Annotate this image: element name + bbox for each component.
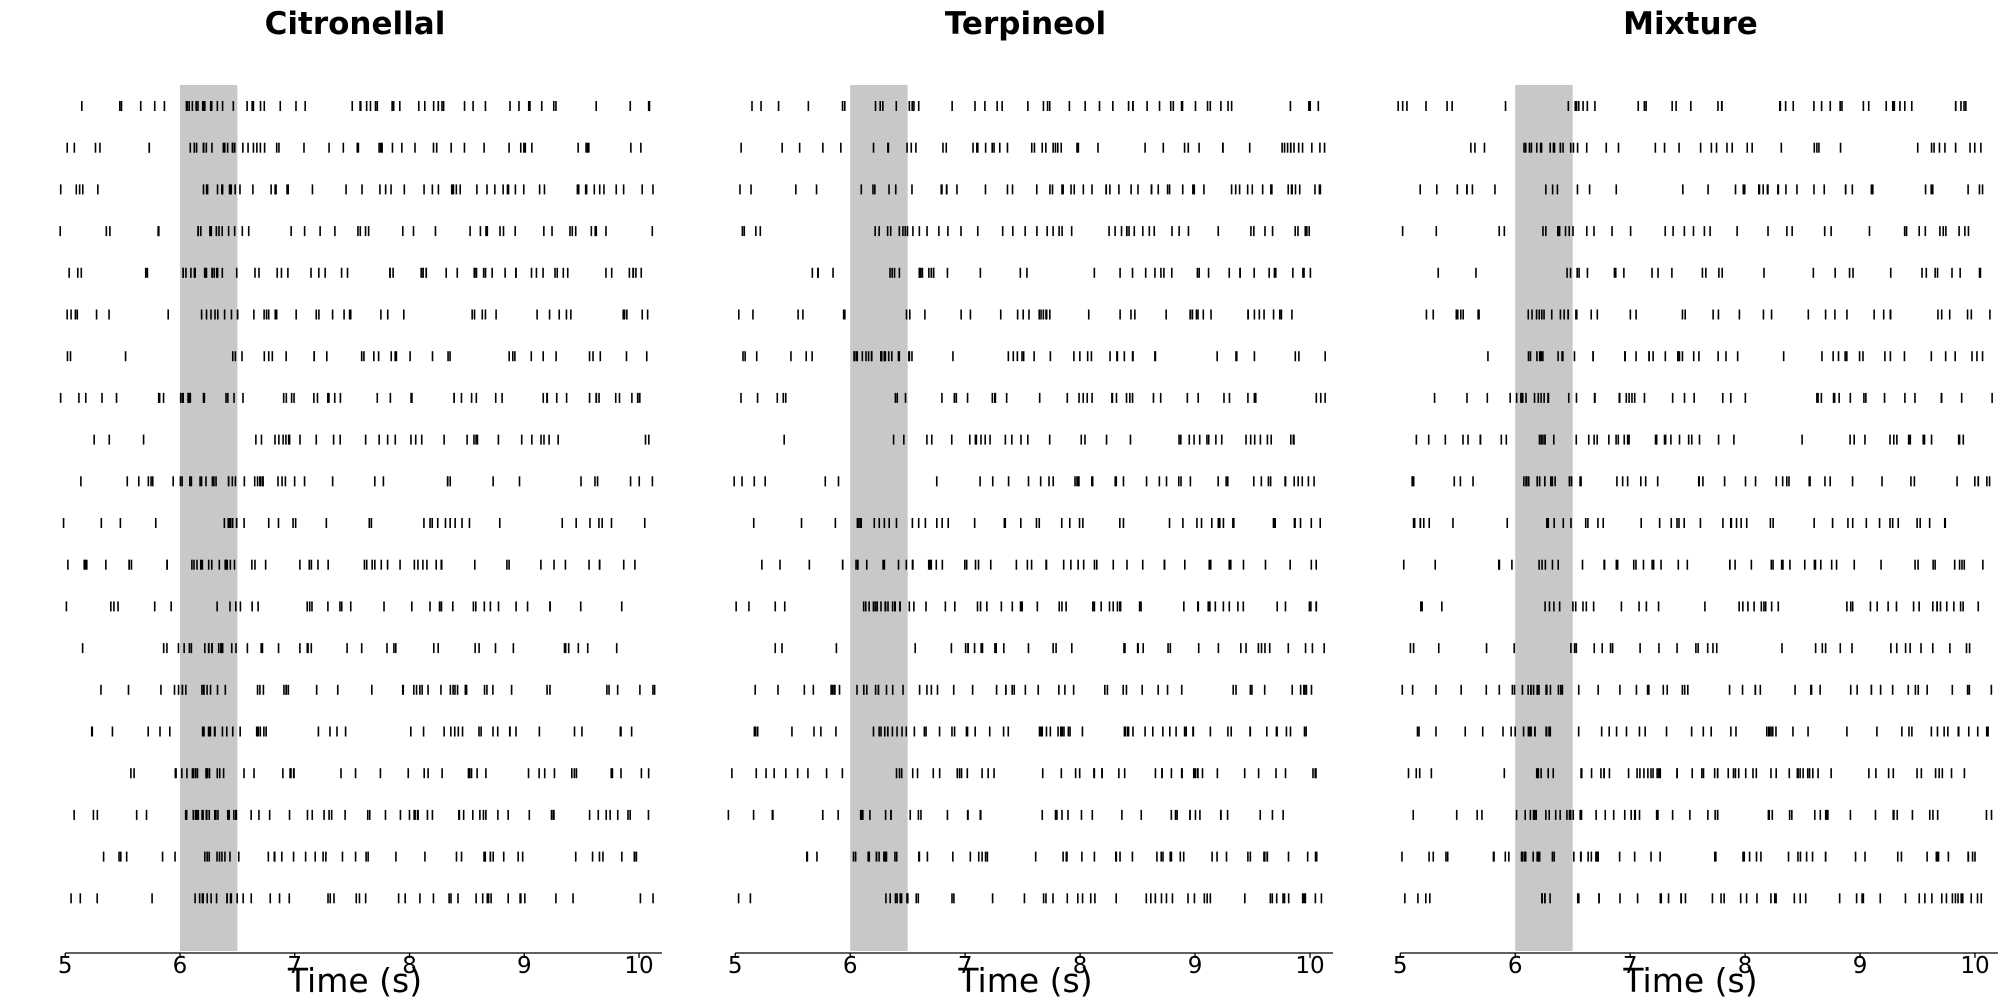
x-tick-label: 8 bbox=[1738, 953, 1753, 979]
trial-row bbox=[62, 518, 646, 528]
trial-row bbox=[735, 601, 1318, 612]
trial-row bbox=[1409, 643, 1971, 654]
trial-row bbox=[93, 434, 650, 445]
trial-row bbox=[81, 643, 618, 654]
x-tick-label: 5 bbox=[728, 953, 743, 979]
trial-row bbox=[1401, 851, 1976, 862]
trial-row bbox=[783, 434, 1295, 445]
trial-row bbox=[59, 226, 654, 237]
x-tick-label: 9 bbox=[517, 953, 532, 979]
trial-row bbox=[68, 267, 643, 278]
trial-row bbox=[811, 267, 1312, 278]
x-tick-label: 6 bbox=[173, 953, 188, 979]
trial-row bbox=[73, 809, 650, 820]
x-axis-label: Time (s) bbox=[1622, 961, 1757, 1000]
x-tick-label: 8 bbox=[1073, 953, 1088, 979]
x-tick-label: 9 bbox=[1188, 953, 1203, 979]
trial-row bbox=[1397, 101, 1967, 111]
trial-row bbox=[1401, 684, 1993, 695]
trial-row bbox=[1402, 559, 1984, 570]
trial-row bbox=[59, 184, 654, 195]
trial-row bbox=[1407, 768, 1966, 779]
spike-raster bbox=[59, 101, 656, 904]
x-tick-label: 7 bbox=[958, 953, 973, 979]
trial-row bbox=[66, 142, 642, 153]
trial-row bbox=[70, 893, 654, 904]
trial-row bbox=[737, 893, 1323, 904]
x-tick-label: 8 bbox=[402, 953, 417, 979]
trial-row bbox=[1412, 809, 1993, 820]
trial-row bbox=[737, 309, 1293, 320]
trial-row bbox=[740, 392, 1326, 403]
trial-row bbox=[90, 726, 633, 737]
trial-row bbox=[752, 518, 1322, 528]
x-tick-label: 10 bbox=[624, 953, 653, 979]
x-tick-label: 10 bbox=[1960, 953, 1989, 979]
trial-row bbox=[102, 851, 638, 862]
spike-raster bbox=[727, 101, 1326, 904]
panel-title: Citronellal bbox=[265, 6, 446, 42]
trial-row bbox=[1416, 726, 1989, 737]
trial-row bbox=[1433, 392, 1993, 403]
x-tick-label: 7 bbox=[287, 953, 302, 979]
trial-row bbox=[774, 643, 1325, 654]
x-axis-label: Time (s) bbox=[287, 961, 422, 1000]
trial-row bbox=[1401, 226, 1970, 237]
trial-row bbox=[739, 184, 1322, 195]
trial-row bbox=[1415, 434, 1965, 445]
trial-row bbox=[1425, 309, 1991, 320]
trial-row bbox=[1437, 267, 1982, 278]
x-tick-label: 5 bbox=[1393, 953, 1408, 979]
trial-row bbox=[1420, 601, 1980, 612]
trial-row bbox=[761, 559, 1318, 570]
panel-mixture: Mixture Time (s) 5 6 7 8 9 10 bbox=[1393, 6, 1998, 1000]
trial-row bbox=[59, 392, 641, 403]
x-tick-label: 6 bbox=[843, 953, 858, 979]
x-tick-label: 6 bbox=[1508, 953, 1523, 979]
x-tick-label: 7 bbox=[1623, 953, 1638, 979]
panel-title: Terpineol bbox=[945, 6, 1106, 42]
trial-row bbox=[100, 684, 656, 695]
trial-row bbox=[80, 476, 654, 487]
spike-raster bbox=[1397, 101, 1993, 904]
trial-row bbox=[754, 684, 1313, 695]
x-tick-label: 5 bbox=[58, 953, 73, 979]
trial-row bbox=[753, 726, 1307, 737]
trial-row bbox=[130, 768, 650, 779]
panel-title: Mixture bbox=[1623, 6, 1758, 42]
trial-row bbox=[66, 309, 649, 320]
trial-row bbox=[66, 351, 648, 362]
trial-row bbox=[81, 101, 651, 111]
trial-row bbox=[741, 226, 1311, 237]
trial-row bbox=[65, 601, 623, 612]
panel-terpineol: Terpineol Time (s) 5 6 7 8 9 10 bbox=[727, 6, 1333, 1000]
trial-row bbox=[727, 809, 1284, 820]
trial-row bbox=[805, 851, 1318, 862]
trial-row bbox=[67, 559, 636, 570]
x-tick-label: 10 bbox=[1295, 953, 1324, 979]
x-axis-label: Time (s) bbox=[957, 961, 1092, 1000]
trial-row bbox=[1419, 184, 1984, 195]
trial-row bbox=[1404, 893, 1983, 904]
trial-row bbox=[1487, 351, 1984, 362]
trial-row bbox=[1470, 142, 1982, 153]
x-tick-label: 9 bbox=[1853, 953, 1868, 979]
trial-row bbox=[731, 768, 1317, 779]
trial-row bbox=[740, 142, 1326, 153]
trial-row bbox=[1412, 518, 1947, 528]
trial-row bbox=[742, 351, 1326, 362]
trial-row bbox=[1411, 476, 1991, 487]
trial-row bbox=[733, 476, 1315, 487]
trial-row bbox=[751, 101, 1320, 111]
panel-citronellal: Citronellal Time (s) 5 6 7 8 9 10 bbox=[58, 6, 662, 1000]
